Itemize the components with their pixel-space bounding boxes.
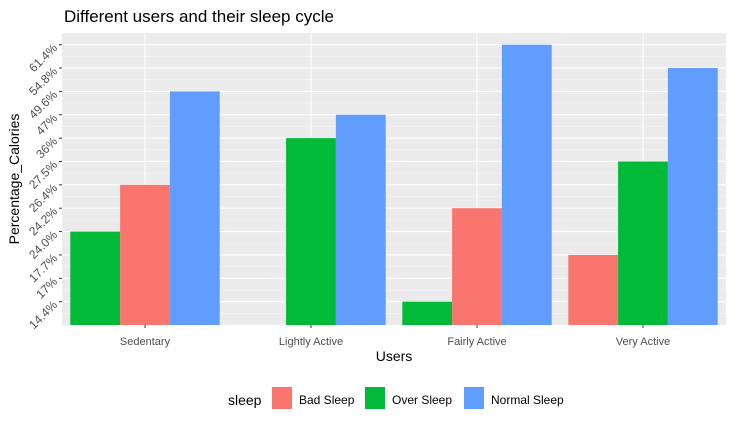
chart-title: Different users and their sleep cycle [64, 7, 334, 26]
bar-bad-sleep [120, 184, 170, 325]
bar-over-sleep [70, 231, 121, 325]
legend-key-normal-sleep [464, 387, 484, 409]
x-tick-label: Very Active [616, 336, 670, 348]
legend-title: sleep [228, 392, 262, 408]
bar-normal-sleep [667, 68, 718, 325]
x-axis-title: Users [376, 348, 413, 364]
bar-normal-sleep [501, 44, 552, 326]
bar-bad-sleep [568, 254, 619, 325]
y-tick-label: 36% [33, 134, 60, 161]
x-axis-ticks: Sedentary Lightly Active Fairly Active Very… [120, 325, 670, 348]
legend-label: Over Sleep [392, 393, 452, 407]
bar-bad-sleep [452, 208, 502, 325]
x-tick-label: Lightly Active [279, 336, 343, 348]
bar-normal-sleep [335, 114, 386, 325]
legend-label: Bad Sleep [299, 393, 355, 407]
y-tick-label: 14.4% [26, 298, 60, 332]
bar-over-sleep [286, 138, 336, 325]
legend-key-over-sleep [365, 387, 385, 409]
x-tick-label: Fairly Active [447, 336, 506, 348]
bar-over-sleep [402, 301, 453, 325]
x-tick-label: Sedentary [120, 336, 171, 348]
y-axis-title: Percentage_Calories [6, 114, 22, 245]
bar-normal-sleep [169, 91, 220, 326]
bars [70, 44, 718, 326]
legend-label: Normal Sleep [491, 393, 564, 407]
legend-key-bad-sleep [272, 387, 292, 409]
legend: sleep Bad Sleep Over Sleep Normal Sleep [228, 387, 564, 409]
y-axis-ticks: 14.4%17%17.7%24.0%24.2%26.4%27.5%36%47%4… [26, 41, 62, 332]
bar-over-sleep [618, 161, 668, 325]
